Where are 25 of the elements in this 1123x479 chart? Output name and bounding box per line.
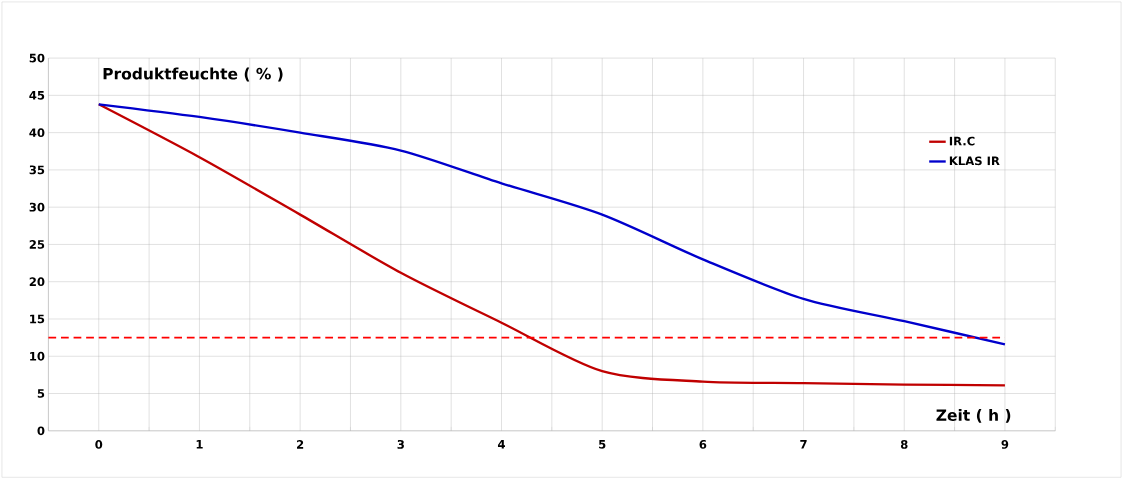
x-tick-label: 7 <box>800 439 807 449</box>
y-tick-label: 15 <box>30 314 45 324</box>
x-tick-label: 3 <box>397 439 404 449</box>
x-tick-label: 9 <box>1001 439 1009 449</box>
x-axis-title: Zeit ( h ) <box>936 408 1011 423</box>
x-tick-label: 4 <box>497 439 505 449</box>
y-tick-label: 35 <box>29 165 45 175</box>
x-tick-label: 2 <box>297 439 304 449</box>
y-tick-label: 5 <box>37 389 45 398</box>
x-tick-label: 0 <box>95 439 103 449</box>
x-tick-label: 1 <box>196 439 203 449</box>
legend-label: KLAS IR <box>949 156 1000 166</box>
legend-label: IR.C <box>949 136 975 146</box>
y-tick-label: 10 <box>30 351 45 361</box>
y-tick-label: 25 <box>29 239 45 249</box>
x-tick-label: 8 <box>900 439 908 449</box>
y-tick-label: 50 <box>29 53 45 63</box>
y-tick-label: 0 <box>37 426 45 436</box>
y-tick-label: 40 <box>29 128 45 137</box>
y-tick-label: 45 <box>29 90 45 100</box>
y-tick-label: 30 <box>29 202 45 212</box>
y-tick-label: 20 <box>29 277 45 287</box>
y-axis-title: Produktfeuchte ( % ) <box>103 67 283 82</box>
x-tick-label: 5 <box>599 439 606 449</box>
x-tick-label: 6 <box>699 439 707 449</box>
